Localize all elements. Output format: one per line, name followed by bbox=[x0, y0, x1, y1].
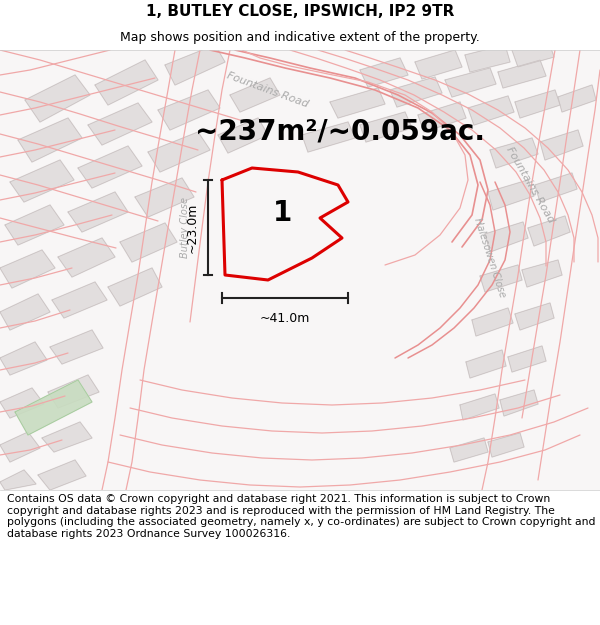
Polygon shape bbox=[415, 50, 462, 79]
Text: 1, BUTLEY CLOSE, IPSWICH, IP2 9TR: 1, BUTLEY CLOSE, IPSWICH, IP2 9TR bbox=[146, 4, 454, 19]
Polygon shape bbox=[512, 40, 554, 67]
Polygon shape bbox=[88, 103, 152, 145]
Polygon shape bbox=[218, 118, 268, 153]
Polygon shape bbox=[488, 180, 534, 210]
Polygon shape bbox=[0, 342, 47, 375]
Text: Fountains Road: Fountains Road bbox=[226, 71, 310, 109]
Polygon shape bbox=[0, 388, 44, 418]
Polygon shape bbox=[50, 330, 103, 364]
Polygon shape bbox=[18, 118, 82, 162]
Text: ~23.0m: ~23.0m bbox=[185, 202, 199, 252]
Text: ~41.0m: ~41.0m bbox=[260, 311, 310, 324]
Polygon shape bbox=[230, 78, 280, 112]
Polygon shape bbox=[360, 58, 408, 87]
Polygon shape bbox=[390, 77, 442, 107]
Polygon shape bbox=[445, 68, 496, 97]
Polygon shape bbox=[540, 130, 583, 160]
Polygon shape bbox=[10, 160, 74, 202]
Polygon shape bbox=[466, 350, 506, 378]
Polygon shape bbox=[135, 178, 194, 217]
Polygon shape bbox=[490, 138, 538, 168]
Text: Butley Close: Butley Close bbox=[180, 198, 190, 259]
Polygon shape bbox=[0, 294, 50, 330]
Polygon shape bbox=[418, 102, 466, 132]
Polygon shape bbox=[330, 88, 385, 118]
Polygon shape bbox=[535, 173, 577, 202]
Polygon shape bbox=[48, 375, 99, 408]
Polygon shape bbox=[515, 303, 554, 330]
Polygon shape bbox=[515, 90, 560, 118]
Polygon shape bbox=[498, 60, 546, 88]
Polygon shape bbox=[95, 60, 158, 105]
Polygon shape bbox=[460, 394, 499, 420]
Polygon shape bbox=[450, 438, 488, 462]
Polygon shape bbox=[25, 75, 90, 122]
Polygon shape bbox=[0, 470, 36, 490]
Polygon shape bbox=[500, 390, 538, 416]
Polygon shape bbox=[485, 222, 528, 252]
Polygon shape bbox=[68, 192, 128, 232]
Polygon shape bbox=[302, 122, 355, 152]
Polygon shape bbox=[148, 132, 210, 172]
Polygon shape bbox=[558, 85, 596, 112]
Text: Map shows position and indicative extent of the property.: Map shows position and indicative extent… bbox=[120, 31, 480, 44]
Text: Contains OS data © Crown copyright and database right 2021. This information is : Contains OS data © Crown copyright and d… bbox=[7, 494, 596, 539]
Text: Fountains Road: Fountains Road bbox=[504, 145, 556, 225]
Polygon shape bbox=[165, 45, 225, 85]
Polygon shape bbox=[465, 45, 510, 72]
Polygon shape bbox=[508, 346, 546, 372]
Polygon shape bbox=[0, 432, 40, 462]
Polygon shape bbox=[158, 90, 220, 130]
Polygon shape bbox=[468, 96, 514, 125]
Polygon shape bbox=[472, 308, 513, 336]
Polygon shape bbox=[108, 268, 162, 306]
Polygon shape bbox=[480, 265, 522, 292]
Polygon shape bbox=[488, 433, 524, 457]
Polygon shape bbox=[5, 205, 64, 245]
Polygon shape bbox=[42, 422, 92, 452]
Polygon shape bbox=[528, 216, 570, 246]
Polygon shape bbox=[38, 460, 86, 490]
Polygon shape bbox=[78, 146, 142, 188]
Text: 1: 1 bbox=[273, 199, 292, 227]
Text: ~237m²/~0.059ac.: ~237m²/~0.059ac. bbox=[195, 118, 485, 146]
Text: Halesowen Close: Halesowen Close bbox=[472, 217, 508, 299]
Polygon shape bbox=[360, 112, 412, 142]
Polygon shape bbox=[58, 238, 115, 277]
Polygon shape bbox=[52, 282, 107, 318]
Polygon shape bbox=[0, 250, 55, 288]
Polygon shape bbox=[15, 380, 92, 435]
Polygon shape bbox=[522, 260, 562, 287]
Polygon shape bbox=[120, 223, 177, 262]
